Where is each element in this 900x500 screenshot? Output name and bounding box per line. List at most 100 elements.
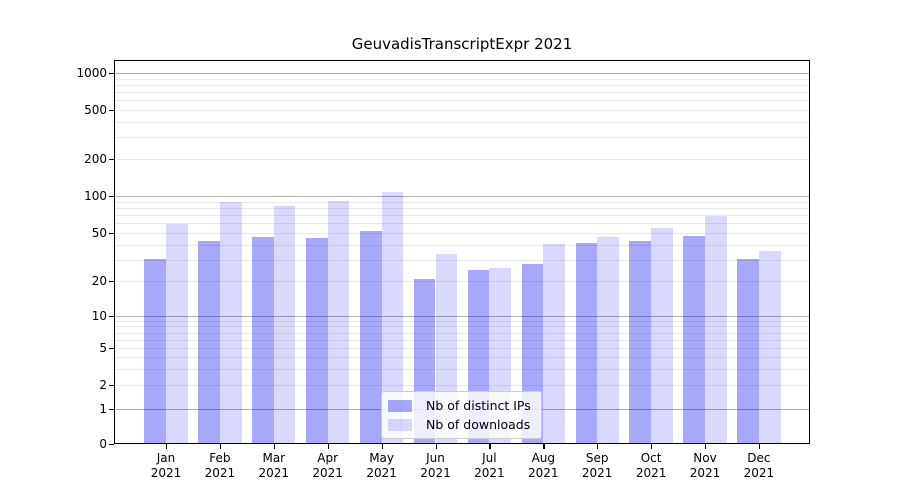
gridline-y-700 bbox=[114, 92, 810, 93]
bar-ips-sep bbox=[575, 242, 598, 444]
gridline-y-5 bbox=[114, 348, 810, 349]
x-tick-mark-may bbox=[381, 444, 383, 449]
y-tick-mark-5 bbox=[109, 348, 114, 350]
bar-ips-apr bbox=[306, 237, 328, 444]
bar-downloads-jan bbox=[166, 223, 188, 444]
x-tick-label-dec: Dec 2021 bbox=[743, 451, 775, 480]
legend-swatch-distinct-ips bbox=[388, 399, 412, 412]
bar-ips-oct bbox=[629, 241, 652, 444]
gridline-y-800 bbox=[114, 84, 810, 86]
x-tick-mark-feb bbox=[219, 444, 222, 449]
y-tick-label-100: 100 bbox=[84, 189, 107, 203]
y-tick-label-1000: 1000 bbox=[76, 66, 107, 80]
bar-ips-jan bbox=[144, 258, 166, 444]
x-tick-label-aug: Aug 2021 bbox=[528, 451, 559, 480]
gridline-y-8 bbox=[114, 326, 810, 328]
gridline-y-7 bbox=[114, 332, 810, 334]
gridline-y-600 bbox=[114, 100, 810, 102]
x-tick-label-jun: Jun 2021 bbox=[420, 451, 451, 480]
gridline-y-1000 bbox=[114, 73, 810, 74]
y-tick-label-1: 1 bbox=[99, 401, 107, 416]
y-tick-mark-2 bbox=[109, 385, 114, 387]
x-tick-mark-apr bbox=[327, 444, 329, 449]
gridline-y-100 bbox=[114, 196, 810, 197]
bar-downloads-sep bbox=[597, 236, 619, 444]
y-tick-mark-100 bbox=[109, 196, 114, 198]
legend: Nb of distinct IPs Nb of downloads bbox=[381, 391, 542, 439]
x-tick-label-nov: Nov 2021 bbox=[689, 451, 721, 480]
y-tick-label-200: 200 bbox=[84, 152, 107, 166]
bar-ips-mar bbox=[252, 236, 274, 444]
gridline-y-90 bbox=[114, 201, 810, 203]
x-tick-label-mar: Mar 2021 bbox=[258, 451, 290, 480]
gridline-y-2 bbox=[114, 385, 810, 386]
y-tick-mark-10 bbox=[109, 316, 114, 318]
x-tick-label-may: May 2021 bbox=[366, 451, 397, 480]
y-tick-label-20: 20 bbox=[91, 274, 107, 288]
gridline-y-4 bbox=[114, 357, 810, 358]
x-tick-label-jan: Jan 2021 bbox=[150, 451, 182, 480]
y-tick-label-5: 5 bbox=[99, 341, 107, 355]
x-tick-mark-oct bbox=[651, 444, 653, 449]
y-tick-label-2: 2 bbox=[99, 378, 107, 392]
gridline-y-9 bbox=[114, 320, 810, 322]
gridline-y-10 bbox=[114, 316, 810, 317]
y-tick-mark-50 bbox=[109, 233, 114, 235]
legend-row-downloads: Nb of downloads bbox=[388, 417, 531, 432]
gridline-y-20 bbox=[114, 281, 810, 282]
y-tick-mark-1 bbox=[109, 408, 114, 410]
x-tick-label-oct: Oct 2021 bbox=[635, 451, 667, 480]
x-tick-mark-nov bbox=[705, 444, 707, 449]
x-tick-mark-dec bbox=[758, 444, 761, 449]
y-tick-mark-500 bbox=[109, 110, 114, 112]
y-tick-label-10: 10 bbox=[91, 309, 107, 323]
y-tick-label-0: 0 bbox=[99, 436, 107, 451]
bar-downloads-nov bbox=[705, 216, 727, 444]
bar-downloads-feb bbox=[219, 201, 242, 444]
y-tick-mark-1000 bbox=[109, 73, 114, 75]
y-tick-label-500: 500 bbox=[84, 103, 107, 117]
gridline-y-40 bbox=[114, 244, 810, 246]
gridline-y-3 bbox=[114, 368, 810, 370]
x-tick-label-sep: Sep 2021 bbox=[581, 451, 613, 480]
gridline-y-50 bbox=[114, 233, 810, 234]
bar-downloads-apr bbox=[327, 201, 350, 444]
x-tick-label-feb: Feb 2021 bbox=[204, 451, 236, 480]
bar-ips-nov bbox=[683, 235, 705, 444]
x-tick-mark-jul bbox=[489, 444, 491, 449]
gridline-y-900 bbox=[114, 78, 810, 80]
bar-downloads-dec bbox=[758, 250, 781, 444]
y-tick-mark-20 bbox=[109, 281, 114, 283]
legend-swatch-downloads bbox=[388, 418, 412, 431]
legend-label-distinct-ips: Nb of distinct IPs bbox=[426, 398, 531, 413]
bar-ips-may bbox=[359, 231, 382, 444]
x-tick-mark-jun bbox=[435, 444, 437, 449]
gridline-y-70 bbox=[114, 215, 810, 216]
legend-row-distinct-ips: Nb of distinct IPs bbox=[388, 398, 531, 413]
gridline-y-30 bbox=[114, 259, 810, 261]
legend-label-downloads: Nb of downloads bbox=[426, 417, 531, 432]
y-tick-mark-200 bbox=[109, 159, 114, 161]
x-tick-label-jul: Jul 2021 bbox=[474, 451, 505, 480]
bar-ips-dec bbox=[737, 258, 759, 444]
y-tick-label-50: 50 bbox=[91, 226, 107, 240]
x-tick-mark-aug bbox=[543, 444, 545, 449]
bar-ips-feb bbox=[198, 241, 220, 444]
x-tick-mark-mar bbox=[273, 444, 276, 449]
bar-downloads-mar bbox=[273, 205, 296, 444]
bar-downloads-may bbox=[381, 192, 404, 444]
gridline-y-300 bbox=[114, 137, 810, 139]
y-tick-mark-0 bbox=[109, 443, 114, 445]
gridline-y-6 bbox=[114, 339, 810, 341]
gridline-y-80 bbox=[114, 207, 810, 209]
gridline-y-60 bbox=[114, 223, 810, 225]
chart-title: GeuvadisTranscriptExpr 2021 bbox=[351, 35, 573, 53]
bar-downloads-aug bbox=[543, 243, 565, 444]
gridline-y-200 bbox=[114, 159, 810, 160]
x-tick-label-apr: Apr 2021 bbox=[312, 451, 343, 480]
gridline-y-500 bbox=[114, 110, 810, 111]
x-tick-mark-sep bbox=[597, 444, 599, 449]
gridline-y-400 bbox=[114, 121, 810, 123]
x-tick-mark-jan bbox=[166, 444, 168, 449]
